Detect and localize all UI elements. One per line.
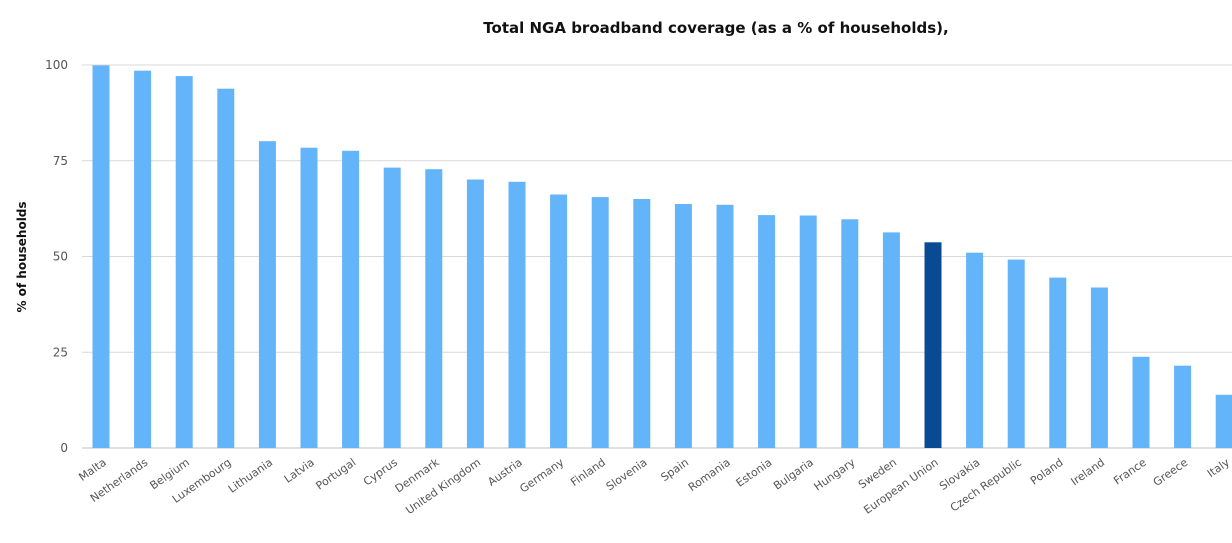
bar-greece xyxy=(1174,365,1192,448)
x-tick-label: Malta xyxy=(76,456,108,484)
y-tick-label: 100 xyxy=(45,58,68,72)
x-tick-label: Romania xyxy=(686,456,733,494)
x-tick-label: Greece xyxy=(1151,456,1191,489)
x-tick-label: Ireland xyxy=(1068,456,1107,488)
bar-lithuania xyxy=(258,141,276,448)
bar-romania xyxy=(716,204,734,448)
x-tick-label: Germany xyxy=(517,456,566,496)
bar-united-kingdom xyxy=(466,179,484,448)
y-axis-label: % of households xyxy=(15,201,29,312)
bar-slovakia xyxy=(966,252,984,448)
bar-czech-republic xyxy=(1007,259,1025,448)
bar-ireland xyxy=(1090,287,1108,448)
x-tick-label: Poland xyxy=(1028,456,1066,488)
bar-denmark xyxy=(425,169,443,448)
y-tick-labels: 0 25 50 75 100 xyxy=(45,58,68,455)
bar-italy xyxy=(1215,394,1232,448)
x-tick-label: Latvia xyxy=(282,456,317,486)
x-tick-label: Estonia xyxy=(734,456,775,490)
x-tick-label: Hungary xyxy=(812,456,858,494)
y-tick-label: 25 xyxy=(53,345,68,359)
bar-estonia xyxy=(758,215,776,448)
bar-hungary xyxy=(841,219,859,448)
x-tick-labels: MaltaNetherlandsBelgiumLuxembourgLithuan… xyxy=(76,455,1232,517)
bar-france xyxy=(1132,356,1150,448)
bar-belgium xyxy=(175,76,193,448)
bar-slovenia xyxy=(633,199,651,448)
y-tick-label: 0 xyxy=(60,441,68,455)
bar-sweden xyxy=(882,232,900,448)
bar-netherlands xyxy=(134,70,152,448)
bar-germany xyxy=(550,194,568,448)
x-tick-label: France xyxy=(1111,456,1149,488)
x-tick-label: Italy xyxy=(1205,456,1232,481)
bar-finland xyxy=(591,197,609,448)
bar-portugal xyxy=(342,150,360,449)
x-tick-label: European Union xyxy=(861,456,940,517)
x-tick-label: United Kingdom xyxy=(403,456,483,517)
y-tick-label: 75 xyxy=(53,154,68,168)
y-tick-label: 50 xyxy=(53,250,68,264)
bar-austria xyxy=(508,181,526,449)
x-tick-label: Bulgaria xyxy=(771,456,816,493)
bar-latvia xyxy=(300,147,318,448)
x-tick-label: Portugal xyxy=(314,456,359,493)
x-tick-label: Lithuania xyxy=(226,456,275,496)
bar-bulgaria xyxy=(799,215,817,448)
bar-cyprus xyxy=(383,167,401,448)
bars xyxy=(92,65,1232,449)
x-tick-label: Spain xyxy=(658,456,691,484)
bar-spain xyxy=(674,204,692,448)
bar-malta xyxy=(92,65,110,449)
bar-luxembourg xyxy=(217,88,235,448)
bar-poland xyxy=(1049,277,1067,448)
x-tick-label: Czech Republic xyxy=(948,456,1024,515)
chart-title: Total NGA broadband coverage (as a % of … xyxy=(483,19,948,37)
x-tick-label: Slovenia xyxy=(604,456,650,494)
x-tick-label: Finland xyxy=(568,456,608,489)
bar-european-union xyxy=(924,242,942,448)
